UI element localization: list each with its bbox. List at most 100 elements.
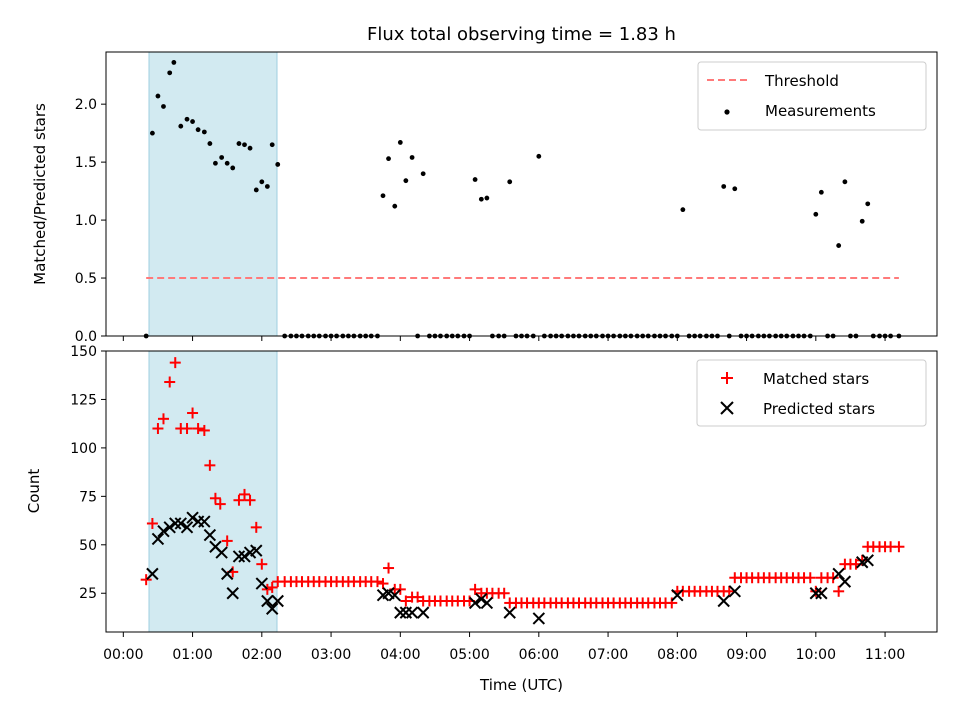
measurement-point (149, 130, 155, 136)
predicted-star-point (232, 550, 246, 563)
top-observing-span (148, 51, 278, 337)
measurement-point (213, 160, 218, 166)
predicted-star-point (265, 602, 279, 615)
predicted-star-point (163, 521, 176, 534)
predicted-star-point (717, 594, 730, 608)
matched-star-point (204, 459, 216, 471)
matched-star-point (244, 494, 256, 506)
predicted-star-point (503, 606, 516, 619)
bottom-legend: Matched stars Predicted stars (696, 359, 927, 427)
matched-star-point (157, 413, 169, 425)
matched-star-point (469, 583, 481, 595)
measurement-point (397, 140, 403, 145)
bottom-legend-box (696, 359, 927, 427)
matched-star-point (412, 591, 424, 603)
legend-predicted-swatch (720, 401, 734, 415)
predicted-star-point (203, 528, 217, 542)
predicted-star-point (146, 567, 159, 581)
predicted-star-point (480, 596, 494, 610)
measurement-point (813, 211, 819, 217)
measurement-point (236, 141, 242, 146)
legend-measurements-label: Measurements (765, 102, 876, 120)
predicted-star-point (832, 567, 845, 581)
predicted-star-point (255, 577, 269, 590)
x-tick-label: 01:00 (172, 647, 212, 663)
predicted-star-point (174, 517, 187, 530)
matched-star-point (400, 595, 412, 607)
matched-star-point (140, 574, 152, 586)
matched-star-point (221, 535, 233, 547)
matched-star-point (214, 498, 226, 510)
measurement-point (275, 162, 281, 167)
measurement-point (484, 195, 490, 201)
matched-star-point (239, 488, 250, 500)
top-y-axis-label: Matched/Predicted stars (31, 103, 49, 285)
legend-threshold-label: Threshold (764, 72, 839, 90)
bottom-y-tick-label: 75 (79, 489, 97, 505)
predicted-star-point (215, 546, 228, 559)
matched-star-point (377, 578, 389, 590)
predicted-star-point (405, 606, 419, 619)
legend-predicted-label: Predicted stars (763, 400, 875, 418)
predicted-star-point (388, 588, 401, 602)
measurement-point (536, 153, 542, 159)
matched-star-point (233, 494, 245, 506)
top-y-tick-label: 0.5 (75, 271, 97, 287)
measurement-point (420, 171, 426, 177)
matched-star-point (187, 407, 199, 419)
measurement-point (403, 178, 409, 184)
top-legend: Threshold Measurements (697, 61, 927, 131)
x-axis-label: Time (UTC) (479, 676, 563, 694)
matched-star-point (394, 583, 406, 595)
measurement-point (865, 201, 871, 207)
bottom-panel: 25 50 75 100 125 150 00:00 01:00 02:00 03:00 04:0… (25, 344, 938, 694)
predicted-star-point (416, 606, 430, 619)
bottom-plot-content (140, 357, 905, 625)
measurement-point (201, 129, 207, 135)
measurement-point (247, 145, 253, 151)
measurement-point (859, 218, 865, 224)
measurement-point (230, 165, 236, 171)
matched-star-point (146, 517, 158, 529)
measurement-point (836, 243, 842, 248)
matched-star-point (261, 583, 273, 595)
measurement-point (219, 155, 225, 160)
top-legend-box (697, 61, 927, 131)
matched-star-point (804, 572, 816, 584)
matched-star-point (723, 585, 735, 597)
measurement-point (190, 119, 195, 124)
predicted-star-point (475, 592, 488, 606)
predicted-star-point (186, 511, 199, 524)
predicted-star-point (532, 612, 546, 625)
matched-star-point (498, 587, 510, 599)
matched-star-point (256, 558, 268, 570)
x-tick-label: 00:00 (103, 647, 143, 663)
measurement-point (242, 142, 247, 148)
predicted-star-point (250, 544, 263, 557)
predicted-star-point (261, 594, 274, 608)
top-y-tick-label: 2.0 (75, 97, 97, 113)
legend-matched-label: Matched stars (763, 370, 869, 388)
bottom-y-tick-label: 50 (79, 538, 97, 554)
top-y-tick-label: 1.5 (75, 155, 97, 171)
x-tick-label: 04:00 (380, 647, 420, 663)
x-tick-label: 03:00 (311, 647, 351, 663)
predicted-star-point (271, 594, 284, 608)
predicted-star-point (180, 521, 194, 534)
measurement-point (259, 179, 265, 185)
legend-measurements-swatch (724, 109, 730, 115)
predicted-star-point (157, 525, 170, 538)
bottom-y-tick-label: 125 (70, 392, 97, 408)
predicted-star-point (394, 606, 407, 619)
predicted-star-point (728, 585, 741, 598)
matched-star-point (856, 554, 868, 566)
bottom-y-ticks: 25 50 75 100 125 150 (70, 344, 106, 602)
measurement-point (178, 123, 184, 129)
predicted-star-point (220, 567, 234, 581)
chart-title: Flux total observing time = 1.83 h (367, 24, 676, 45)
matched-star-point (181, 423, 193, 435)
measurement-point (224, 160, 230, 166)
x-tick-label: 02:00 (242, 647, 282, 663)
bottom-y-tick-label: 100 (70, 441, 97, 457)
